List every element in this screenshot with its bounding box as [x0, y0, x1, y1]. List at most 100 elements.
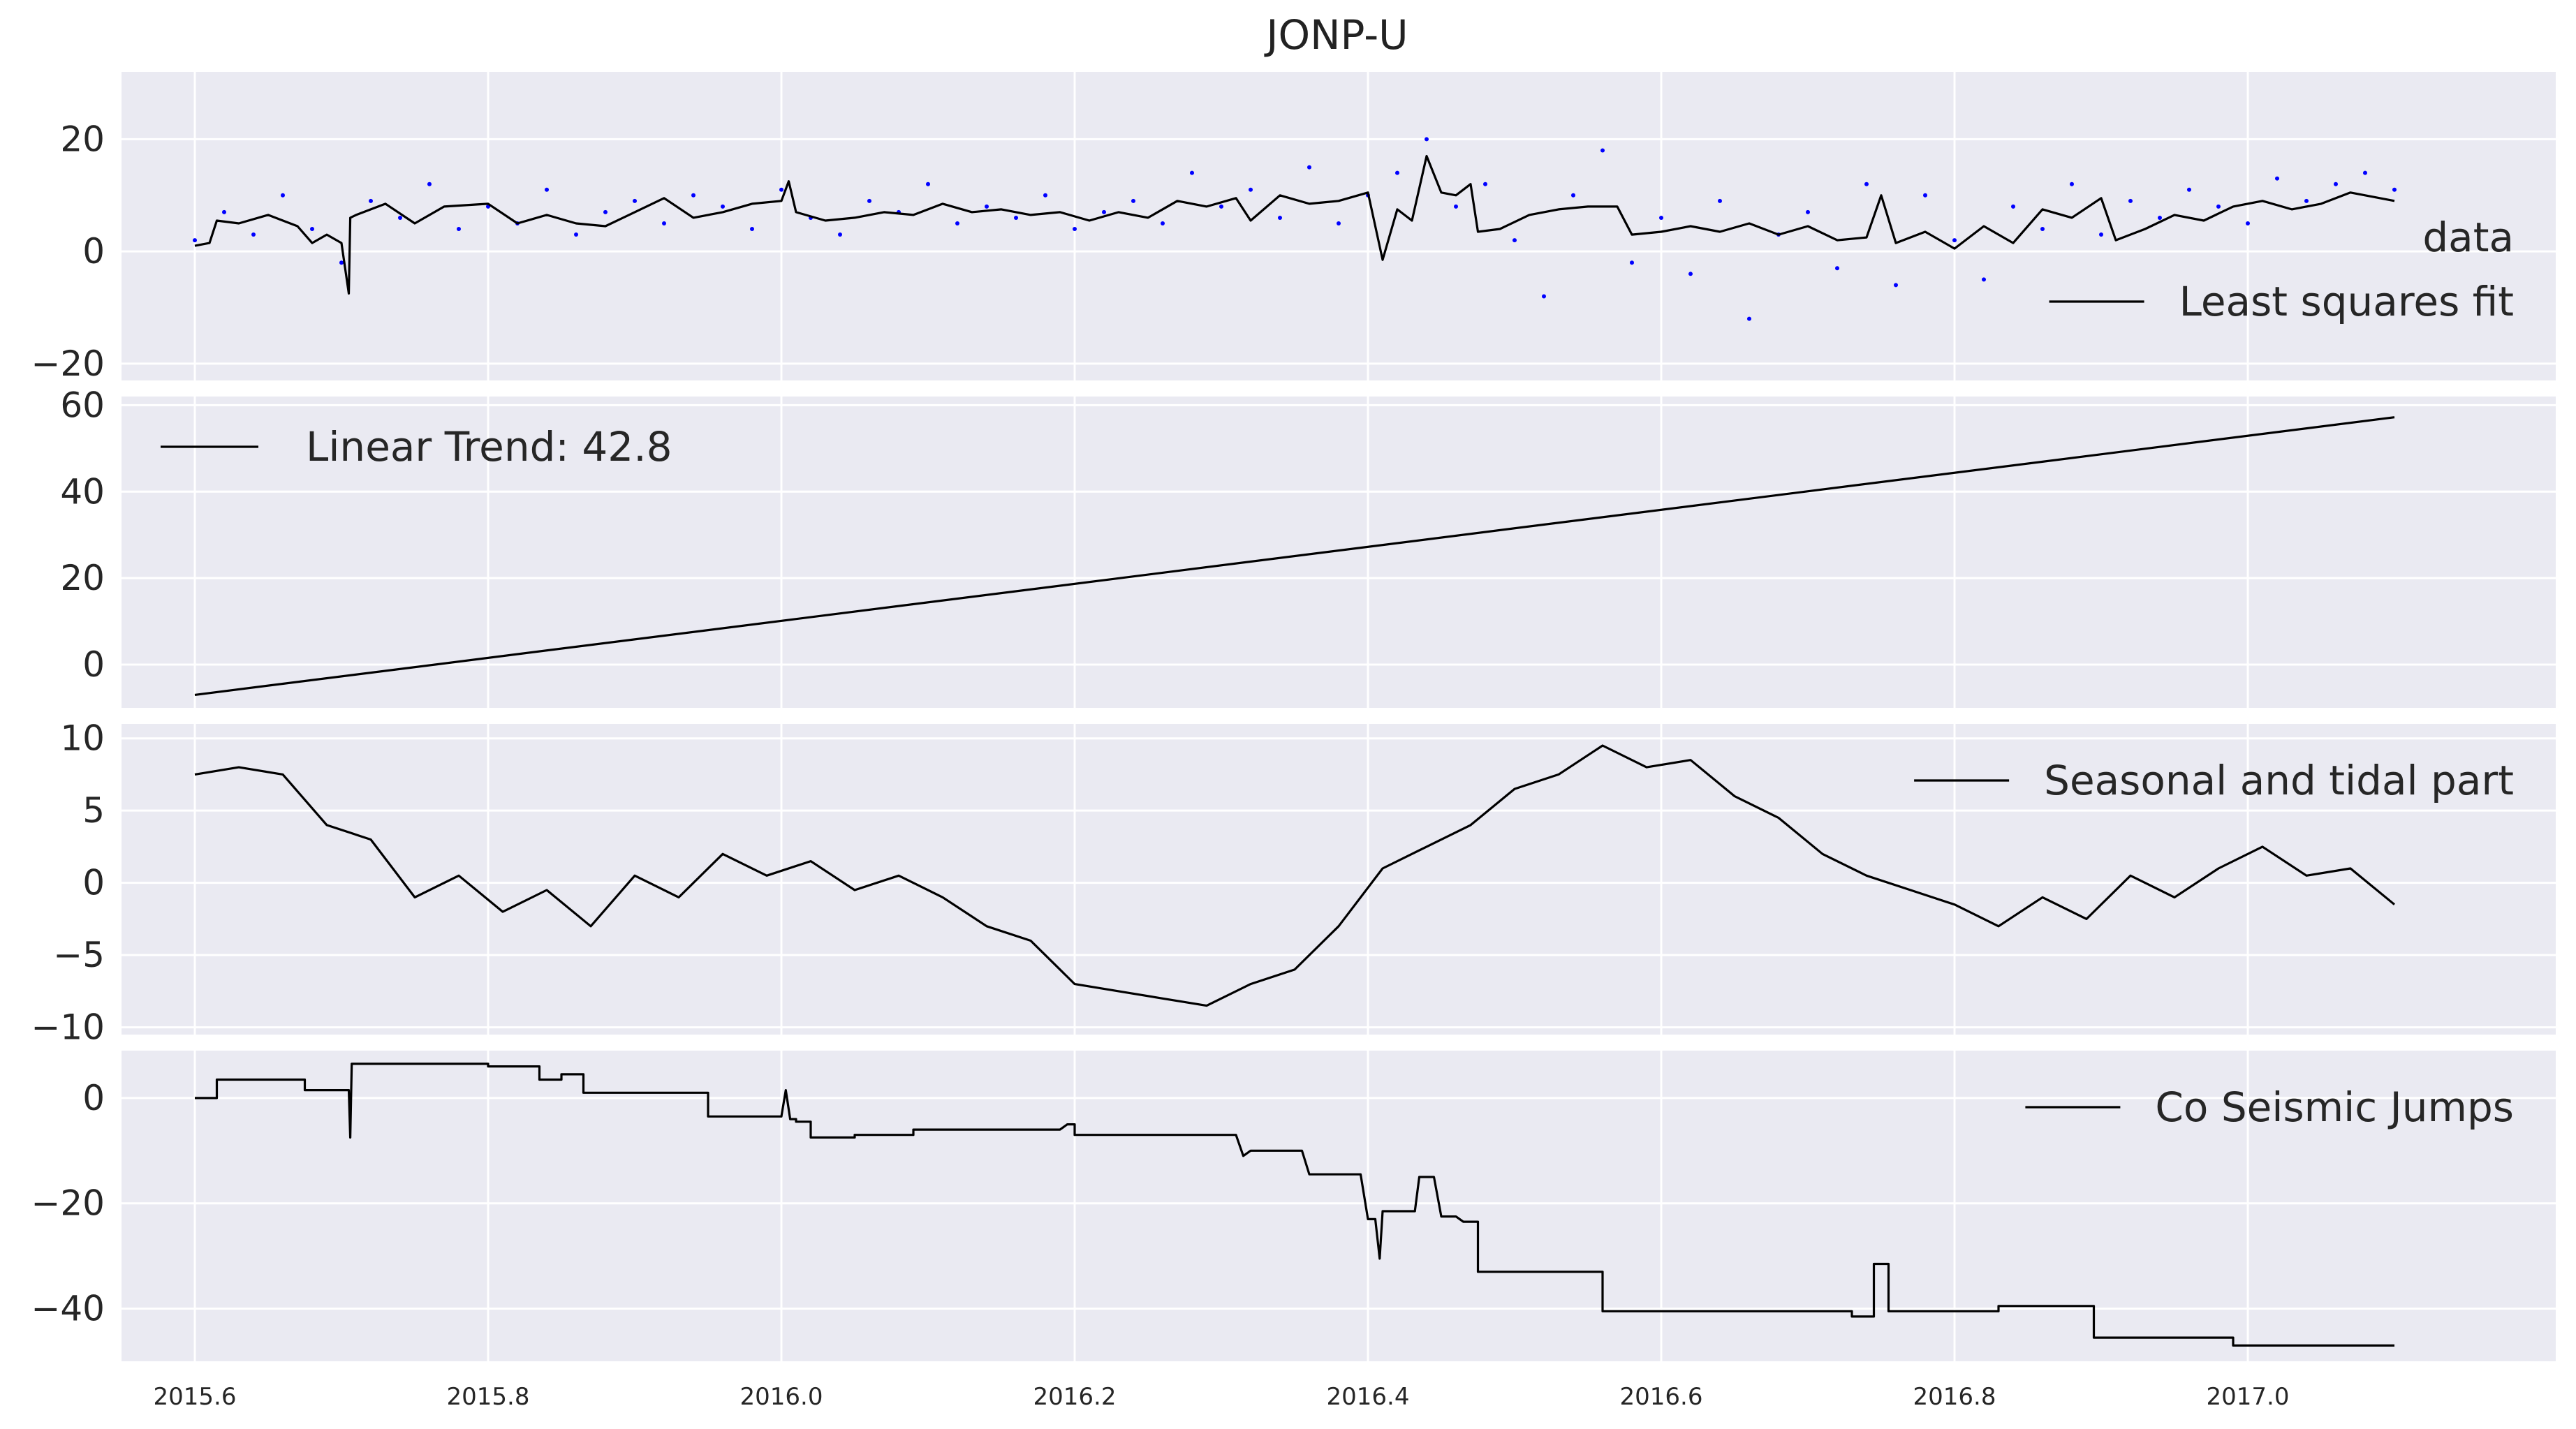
x-tick-label: 2016.2	[1033, 1383, 1117, 1411]
data-point	[1571, 193, 1575, 198]
data-point	[1952, 238, 1957, 243]
legend-label: Seasonal and tidal part	[2044, 757, 2514, 804]
data-point	[1131, 198, 1135, 203]
data-point	[1249, 187, 1253, 192]
data-point	[574, 232, 578, 237]
data-point	[2275, 176, 2279, 181]
data-point	[251, 232, 256, 237]
y-tick-label: 0	[82, 863, 105, 903]
data-point	[2363, 170, 2367, 175]
data-point	[662, 221, 666, 225]
data-point	[1864, 182, 1869, 186]
panel-background	[122, 72, 2556, 380]
data-point	[2070, 182, 2074, 186]
data-point	[2187, 187, 2191, 192]
data-point	[339, 260, 344, 265]
legend: Seasonal and tidal part	[1914, 757, 2514, 804]
data-point	[1542, 294, 1546, 299]
x-tick-label: 2016.8	[1913, 1383, 1996, 1411]
x-tick-label: 2016.6	[1620, 1383, 1703, 1411]
y-tick-label: −10	[31, 1007, 105, 1048]
legend-label: Least squares fit	[2179, 278, 2514, 325]
data-point	[955, 221, 959, 225]
data-point	[1659, 215, 1663, 220]
data-point	[1043, 193, 1047, 198]
data-point	[926, 182, 930, 186]
data-point	[2128, 198, 2133, 203]
panel-background	[122, 724, 2556, 1035]
y-tick-label: 5	[82, 790, 105, 831]
x-tick-label: 2015.6	[154, 1383, 237, 1411]
x-tick-label: 2016.4	[1327, 1383, 1410, 1411]
y-tick-label: 0	[82, 231, 105, 272]
data-point	[1483, 182, 1487, 186]
data-point	[603, 209, 608, 214]
x-tick-label: 2015.8	[447, 1383, 530, 1411]
data-point	[838, 232, 842, 237]
data-point	[1161, 221, 1165, 225]
legend-label: Co Seismic Jumps	[2155, 1083, 2514, 1131]
chart-panels: −20 0 20 data Least squares fit 0 20 40 60 Linear…	[31, 72, 2556, 1361]
y-tick-label: −5	[53, 935, 105, 975]
series-line	[194, 744, 2396, 1007]
y-tick-label: 10	[60, 718, 105, 759]
data-point	[1894, 283, 1898, 288]
data-point	[2304, 198, 2309, 203]
data-point	[2216, 204, 2221, 209]
data-point	[1747, 316, 1751, 321]
data-point	[691, 193, 695, 198]
data-point	[1600, 148, 1605, 153]
data-point	[1337, 221, 1341, 225]
y-tick-label: 0	[82, 1078, 105, 1118]
data-point	[398, 215, 402, 220]
y-tick-label: −20	[31, 343, 105, 384]
data-point	[721, 204, 725, 209]
data-point	[2099, 232, 2103, 237]
data-point	[633, 198, 637, 203]
data-point	[457, 227, 461, 232]
data-point	[1513, 238, 1517, 243]
data-point	[1630, 260, 1634, 265]
data-point	[2334, 182, 2338, 186]
x-tick-label: 2017.0	[2207, 1383, 2290, 1411]
data-point	[1278, 215, 1282, 220]
data-point	[193, 238, 197, 243]
legend: data Least squares fit	[2049, 214, 2514, 325]
y-tick-label: −40	[31, 1289, 105, 1329]
data-point	[427, 182, 432, 186]
legend: Co Seismic Jumps	[2025, 1083, 2514, 1131]
legend-label: data	[2422, 214, 2514, 261]
y-tick-label: 20	[60, 558, 105, 598]
y-tick-label: 0	[82, 644, 105, 685]
data-point	[281, 193, 285, 198]
data-point	[779, 187, 783, 192]
panel-2: 0 20 40 60 Linear Trend: 42.8	[60, 385, 2556, 708]
data-point	[1190, 170, 1194, 175]
series-line	[194, 416, 2395, 696]
data-point	[1718, 198, 1722, 203]
data-point	[369, 198, 373, 203]
data-point	[222, 209, 226, 214]
data-point	[1982, 277, 1986, 282]
data-point	[1014, 215, 1018, 220]
legend: Linear Trend: 42.8	[161, 423, 672, 471]
data-point	[2158, 215, 2162, 220]
data-point	[1102, 209, 1106, 214]
data-point	[867, 198, 871, 203]
data-point	[1835, 266, 1839, 271]
data-point	[2392, 187, 2397, 192]
series-line	[195, 1063, 2394, 1347]
panel-3: −10 −5 0 5 10 Seasonal and tidal part	[31, 718, 2556, 1048]
x-tick-label: 2016.0	[740, 1383, 823, 1411]
data-point	[1688, 272, 1693, 276]
data-point	[2246, 221, 2250, 225]
y-tick-label: −20	[31, 1183, 105, 1224]
series-line	[194, 154, 2395, 295]
data-point	[1307, 165, 1311, 170]
data-point	[1454, 204, 1458, 209]
legend-label: Linear Trend: 42.8	[306, 423, 672, 471]
data-point	[750, 227, 754, 232]
data-point	[1806, 209, 1810, 214]
data-point	[985, 204, 989, 209]
x-axis: 2015.6 2015.8 2016.0 2016.2 2016.4 2016.6 2016…	[154, 1383, 2290, 1411]
